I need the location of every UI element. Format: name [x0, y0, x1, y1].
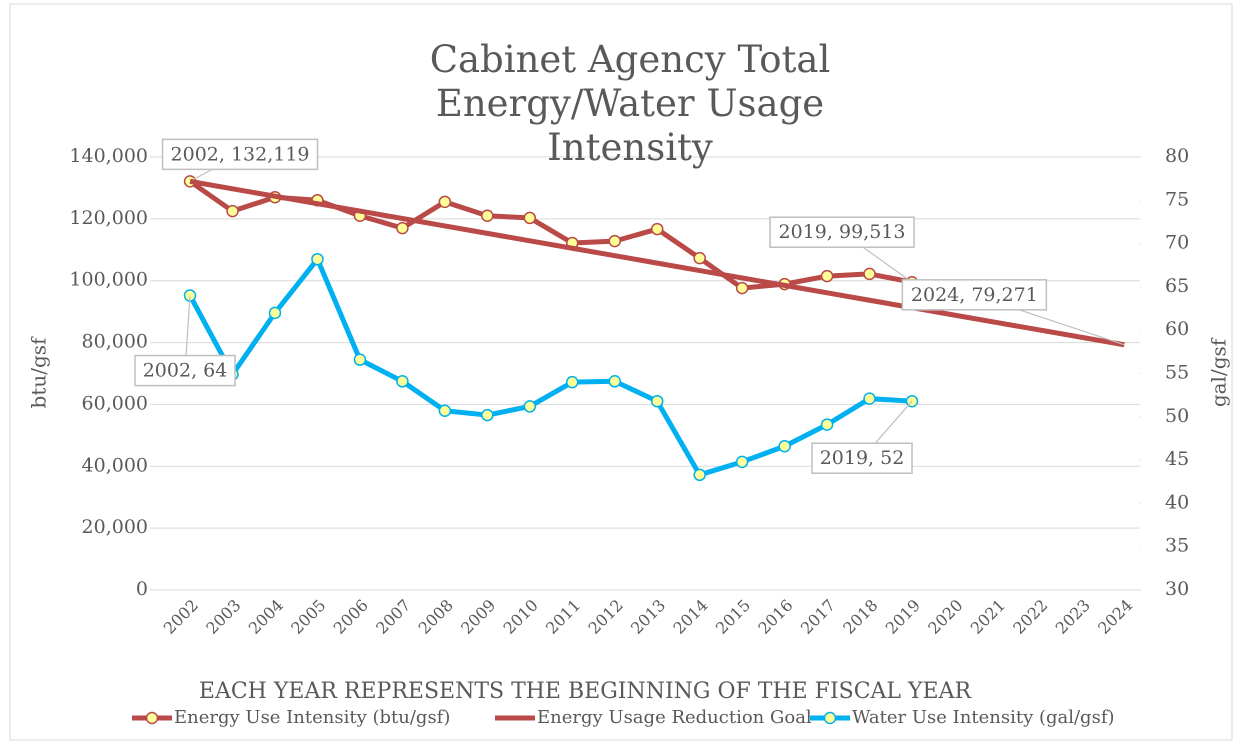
y2-tick-label: 80: [1165, 145, 1189, 167]
x-tick-label: 2022: [1009, 596, 1051, 638]
label-box: [134, 354, 236, 387]
data-point: [735, 281, 749, 295]
series-line: [187, 256, 913, 478]
data-point: [863, 267, 876, 281]
x-tick-label: 2024: [1094, 596, 1136, 638]
data-point: [820, 418, 834, 431]
x-tick-label: 2015: [712, 596, 754, 638]
label-box: [769, 216, 915, 248]
y2-tick-label: 70: [1165, 232, 1189, 254]
legend-label: Water Use Intensity (gal/gsf): [852, 707, 1115, 728]
data-label: 2002, 132,119: [171, 143, 310, 165]
data-point: [693, 251, 706, 265]
x-tick-label: 2021: [967, 596, 1009, 638]
chart-title: Cabinet Agency Total Energy/Water Usage …: [429, 38, 831, 169]
y-tick-label: 20,000: [82, 516, 148, 538]
data-point: [226, 204, 239, 218]
x-tick-label: 2002: [160, 596, 202, 638]
data-point: [523, 400, 537, 413]
y-tick-label: 140,000: [69, 145, 148, 167]
x-tick-label: 2020: [924, 596, 966, 638]
x-tick-label: 2007: [372, 596, 414, 638]
legend-label: Energy Usage Reduction Goal: [537, 707, 812, 728]
data-point: [396, 375, 409, 388]
x-tick-label: 2017: [797, 596, 839, 638]
legend-marker: [823, 711, 837, 725]
data-label: 2019, 99,513: [779, 221, 906, 243]
data-point: [735, 455, 749, 469]
data-point: [438, 404, 452, 417]
x-tick-label: 2018: [839, 596, 881, 638]
data-point: [820, 269, 834, 283]
x-tick-label: 2014: [669, 596, 711, 638]
series-line: [189, 178, 1125, 348]
label-box: [811, 442, 913, 474]
y2-tick-label: 35: [1165, 535, 1189, 557]
data-point: [396, 221, 409, 235]
data-point: [608, 375, 621, 388]
y-tick-label: 100,000: [69, 269, 148, 291]
x-tick-label: 2010: [500, 596, 542, 638]
y2-axis-title: gal/gsf: [1207, 337, 1231, 407]
data-point: [438, 195, 452, 209]
data-label: 2002, 64: [143, 360, 228, 382]
data-point: [353, 353, 367, 366]
y-axis-title: btu/gsf: [27, 336, 51, 409]
data-point: [481, 408, 494, 422]
data-point: [523, 211, 537, 225]
x-tick-label: 2005: [287, 596, 329, 638]
y2-tick-label: 75: [1165, 188, 1189, 210]
y2-tick-label: 60: [1165, 318, 1189, 340]
x-tick-label: 2011: [542, 596, 584, 638]
series-line: [188, 179, 913, 291]
data-point: [650, 222, 664, 236]
y-tick-label: 40,000: [82, 454, 148, 476]
x-tick-label: 2009: [457, 596, 499, 638]
x-tick-label: 2004: [245, 596, 287, 638]
legend-label: Energy Use Intensity (btu/gsf): [174, 707, 450, 728]
x-tick-label: 2013: [627, 596, 669, 638]
y2-tick-label: 40: [1165, 491, 1189, 513]
y-tick-label: 0: [136, 578, 148, 600]
legend-marker: [145, 711, 159, 725]
x-axis-title: EACH YEAR REPRESENTS THE BEGINNING OF TH…: [199, 679, 973, 704]
label-box: [901, 279, 1048, 311]
y-tick-label: 120,000: [69, 207, 148, 229]
x-tick-label: 2016: [754, 596, 796, 638]
y2-tick-label: 50: [1165, 405, 1189, 427]
data-point: [650, 394, 664, 408]
data-point: [481, 209, 494, 223]
data-point: [608, 234, 621, 248]
x-tick-label: 2003: [202, 596, 244, 638]
y2-tick-label: 45: [1165, 448, 1189, 470]
x-tick-label: 2006: [330, 596, 372, 638]
data-point: [268, 306, 282, 320]
x-tick-label: 2023: [1052, 596, 1094, 638]
y2-tick-label: 30: [1165, 578, 1189, 600]
y-tick-label: 60,000: [82, 392, 148, 414]
data-point: [778, 439, 791, 453]
data-label: 2019, 52: [820, 447, 905, 469]
y2-tick-label: 65: [1165, 275, 1189, 297]
data-label: 2024, 79,271: [911, 284, 1038, 306]
x-tick-label: 2019: [882, 596, 924, 638]
x-tick-label: 2008: [415, 596, 457, 638]
x-tick-label: 2012: [585, 596, 627, 638]
y-tick-label: 80,000: [82, 331, 148, 353]
data-point: [863, 392, 876, 405]
y2-tick-label: 55: [1165, 362, 1189, 384]
data-point: [566, 375, 579, 389]
data-point: [693, 468, 706, 482]
label-box: [161, 138, 319, 171]
data-point: [311, 252, 324, 266]
chart-frame: [9, 3, 1233, 741]
